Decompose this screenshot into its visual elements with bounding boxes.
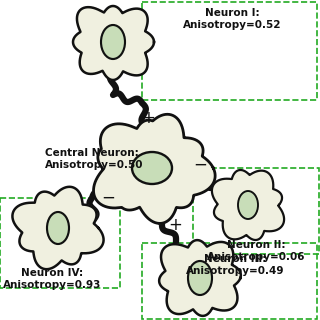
Text: −: − (193, 156, 207, 174)
Text: Anisotropy=0.06: Anisotropy=0.06 (207, 252, 305, 262)
Text: Neuron I:: Neuron I: (205, 8, 259, 18)
Text: Neuron IV:: Neuron IV: (21, 268, 83, 278)
Text: −: − (101, 189, 115, 207)
Ellipse shape (101, 25, 125, 59)
Text: +: + (168, 216, 182, 234)
Bar (193, 168, 319, 254)
Text: Anisotropy=0.93: Anisotropy=0.93 (3, 280, 101, 290)
Text: Anisotropy=0.50: Anisotropy=0.50 (45, 160, 143, 170)
Polygon shape (12, 187, 104, 269)
Polygon shape (93, 114, 215, 223)
Text: Neuron III:: Neuron III: (204, 254, 266, 264)
Bar (142, 243, 317, 319)
Text: Central Neuron:: Central Neuron: (45, 148, 139, 158)
Bar (0, 198, 120, 288)
Polygon shape (159, 240, 241, 316)
Bar (142, 2, 317, 100)
Ellipse shape (47, 212, 69, 244)
Polygon shape (212, 170, 284, 240)
Ellipse shape (238, 191, 258, 219)
Ellipse shape (188, 261, 212, 295)
Text: Anisotropy=0.52: Anisotropy=0.52 (183, 20, 281, 30)
Polygon shape (73, 6, 154, 80)
Text: Anisotropy=0.49: Anisotropy=0.49 (186, 266, 284, 276)
Text: Neuron II:: Neuron II: (227, 240, 285, 250)
Ellipse shape (132, 152, 172, 184)
Text: +: + (141, 109, 155, 127)
